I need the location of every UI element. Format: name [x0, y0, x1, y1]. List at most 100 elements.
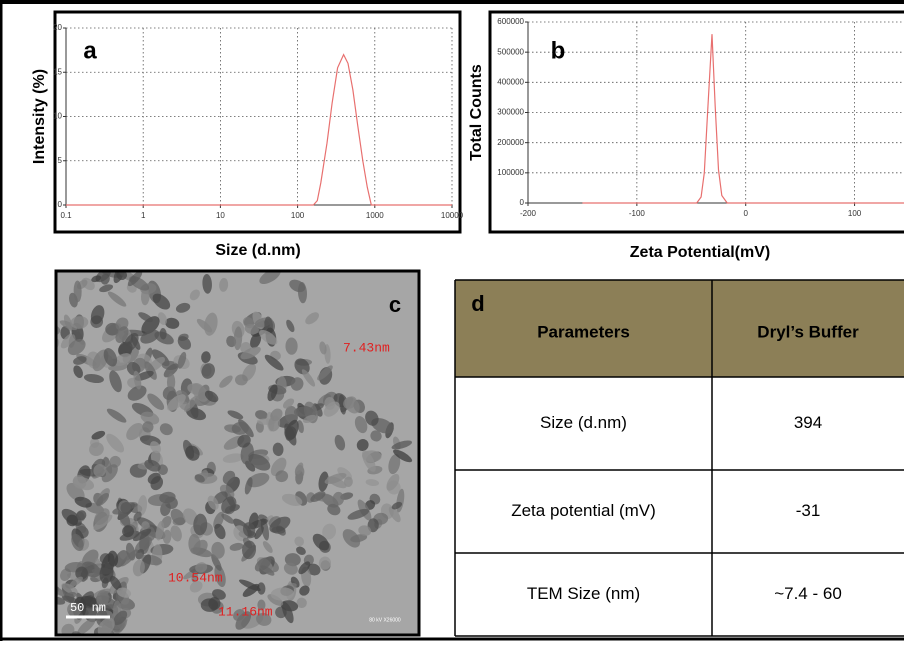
table-header-bg [455, 280, 904, 377]
particle [120, 549, 138, 567]
particle [267, 594, 284, 606]
particle [101, 464, 118, 483]
particle [388, 506, 401, 523]
particle [97, 617, 115, 634]
particle [202, 273, 212, 294]
y-axis-title: Intensity (%) [31, 69, 48, 164]
particle [234, 374, 248, 386]
particle [191, 571, 198, 583]
particle [157, 312, 167, 325]
particle [132, 559, 145, 577]
particle [165, 317, 180, 329]
y-tick-label: 20 [53, 23, 62, 32]
particle [244, 477, 253, 495]
particle [175, 302, 191, 313]
particle [318, 471, 329, 492]
particle [365, 479, 380, 486]
x-tick-label: 10000 [441, 211, 464, 220]
particle [240, 346, 261, 360]
x-axis-title: Size (d.nm) [215, 242, 300, 259]
particle [237, 434, 251, 448]
particle [283, 562, 298, 575]
table-cell: 394 [794, 413, 822, 432]
particle [167, 394, 186, 411]
particle [254, 526, 264, 540]
particle [155, 521, 165, 541]
particle [67, 339, 86, 356]
x-tick-label: 0.1 [60, 211, 72, 220]
particle [255, 410, 268, 420]
particle [140, 287, 150, 306]
particle [222, 453, 244, 463]
particle [281, 493, 303, 506]
y-tick-label: 0 [520, 198, 525, 207]
particle [133, 370, 142, 390]
particle [386, 473, 400, 491]
particle [290, 377, 304, 391]
particle [90, 305, 105, 325]
particle [297, 420, 304, 434]
measurement-label: 7.43nm [343, 340, 390, 355]
particle [75, 510, 87, 521]
particle [257, 599, 266, 611]
particle [214, 564, 226, 588]
x-tick-label: 10 [216, 211, 225, 220]
particle [221, 496, 237, 514]
y-tick-label: 300000 [497, 108, 524, 117]
particle [201, 351, 211, 364]
particle [72, 476, 95, 491]
particle [272, 442, 284, 457]
particle [140, 329, 160, 344]
tem-image [57, 272, 418, 634]
particle [286, 319, 295, 333]
particle [301, 369, 316, 387]
particle [191, 383, 209, 402]
table-header: Parameters [537, 322, 630, 341]
particle [177, 336, 192, 350]
particle [67, 602, 82, 617]
particle [294, 358, 310, 375]
x-tick-label: -100 [629, 209, 646, 218]
particle [250, 332, 262, 349]
x-tick-label: 1000 [366, 211, 384, 220]
particle [310, 491, 326, 502]
particle [123, 332, 139, 353]
particle [259, 329, 278, 345]
particle [73, 365, 83, 378]
particle [370, 430, 382, 442]
particle [193, 513, 208, 536]
particle [159, 491, 176, 504]
particle [365, 410, 379, 426]
panel-border [53, 10, 462, 234]
particle [393, 449, 413, 463]
particle [109, 575, 122, 591]
particle [323, 401, 340, 417]
particle [219, 375, 233, 388]
particle [127, 272, 143, 287]
particle [244, 323, 259, 335]
particle [211, 541, 225, 559]
particle [144, 361, 157, 380]
particle [184, 395, 199, 412]
particle [113, 610, 128, 626]
particle [170, 508, 186, 526]
table-cell: -31 [796, 501, 821, 520]
particle [344, 397, 360, 414]
particle [281, 601, 294, 624]
particle [57, 586, 66, 597]
particle [391, 440, 413, 450]
particle [285, 337, 298, 355]
panel-label: a [83, 37, 97, 64]
particle [332, 491, 345, 506]
particle [262, 541, 273, 553]
particle [204, 312, 218, 336]
particle [268, 415, 281, 432]
particle [127, 385, 147, 401]
y-tick-label: 10 [53, 112, 62, 121]
y-tick-label: 500000 [497, 47, 524, 56]
particle [342, 529, 361, 548]
particle [91, 430, 106, 440]
panel-label: b [551, 37, 566, 64]
particle [334, 434, 346, 451]
particle [282, 398, 295, 409]
